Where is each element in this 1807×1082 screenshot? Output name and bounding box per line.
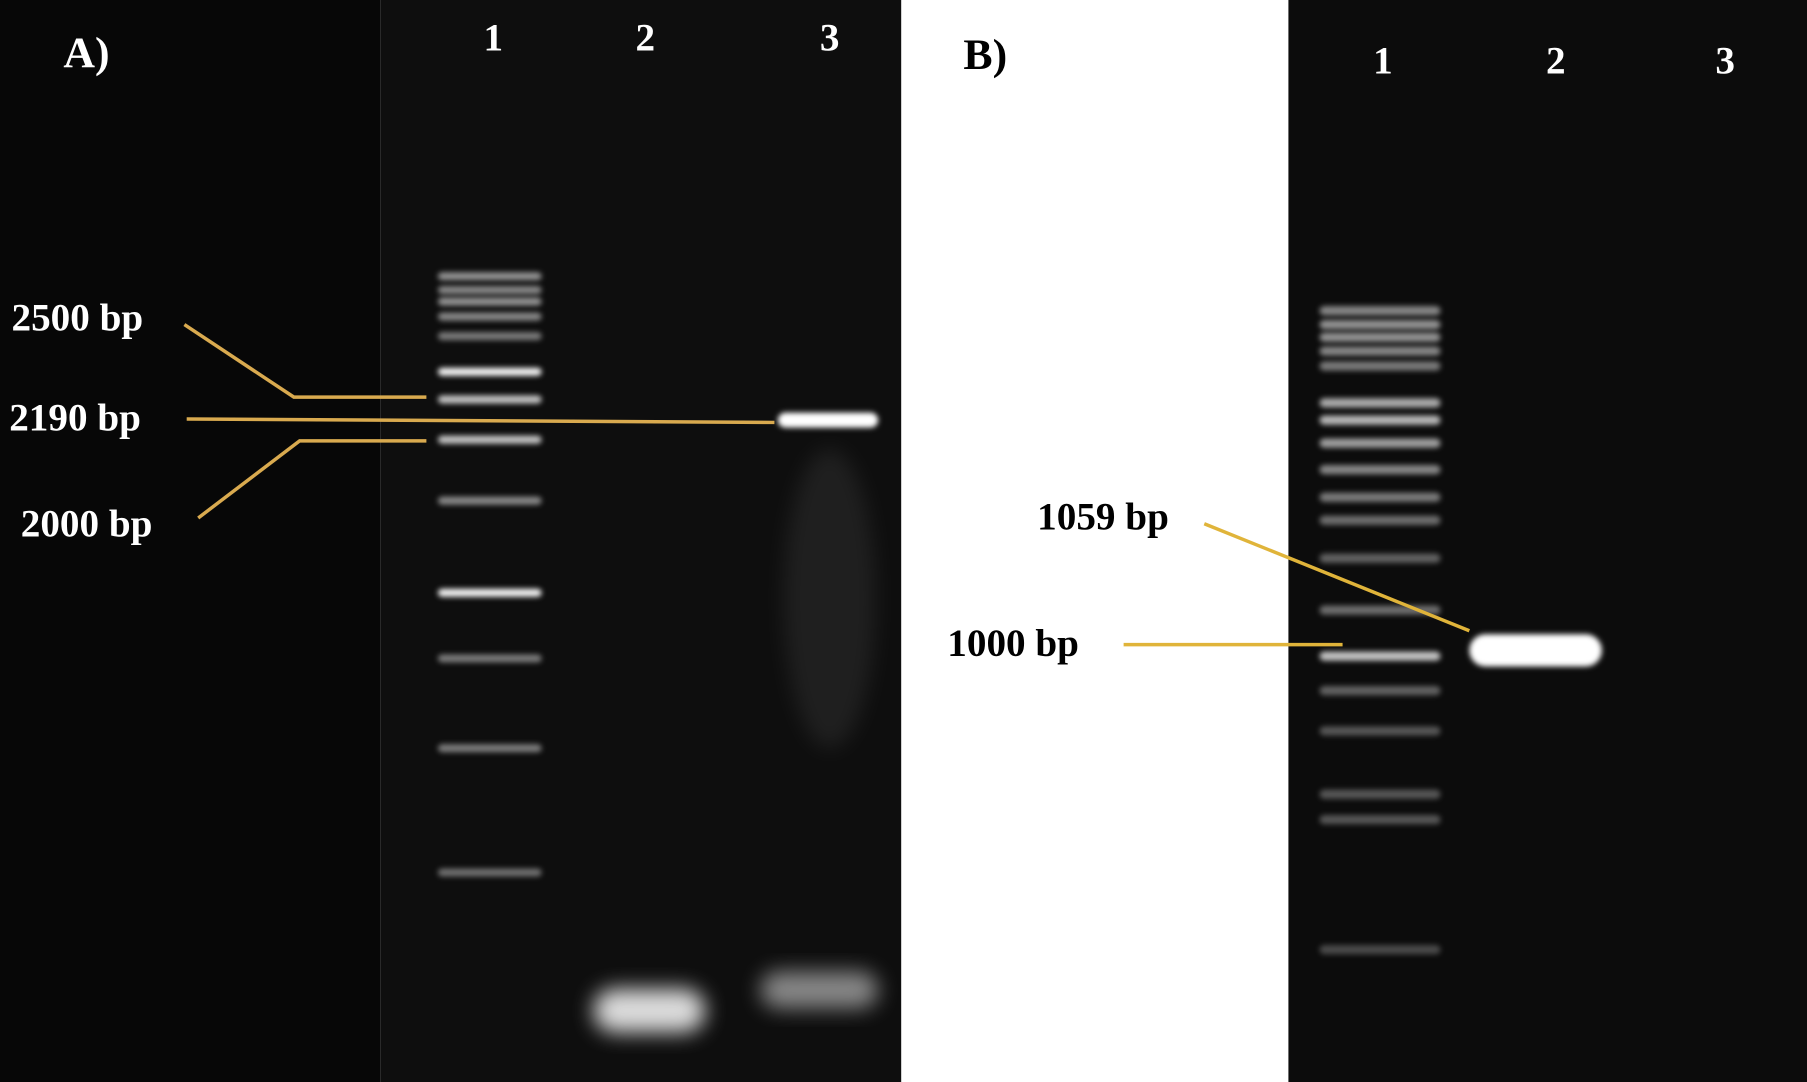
- panel-b-label: B): [963, 31, 1007, 79]
- panel-a-label: A): [63, 29, 109, 77]
- ladder-band: [1319, 319, 1441, 330]
- panel-b-gel: [1288, 0, 1807, 1082]
- primer-dimer-smear: [760, 971, 879, 1009]
- ladder-band: [1319, 945, 1441, 955]
- ladder-band: [437, 496, 542, 505]
- panel-a-bands: [437, 272, 879, 1033]
- ladder-band: [1319, 789, 1441, 799]
- leader-line-2190: [186, 417, 775, 425]
- lane-3-smear: [783, 448, 876, 749]
- sample-band-1059: [1469, 634, 1602, 667]
- panel-b-lane-3-label: 3: [1715, 40, 1735, 83]
- marker-label-2000: 2000 bp: [21, 502, 153, 545]
- ladder-band: [1319, 651, 1441, 661]
- ladder-band: [437, 272, 542, 281]
- panel-b-lane-1-label: 1: [1373, 40, 1393, 83]
- ladder-band: [437, 312, 542, 321]
- ladder-band: [437, 654, 542, 663]
- marker-label-1059: 1059 bp: [1037, 496, 1169, 539]
- ladder-band: [437, 286, 542, 295]
- panel-b-lane-2-label: 2: [1546, 40, 1566, 83]
- leader-line-2000: [197, 439, 427, 520]
- panel-a-lane-1-label: 1: [483, 17, 503, 60]
- ladder-band: [1319, 814, 1441, 825]
- leader-line-2500: [183, 323, 427, 399]
- marker-label-2190: 2190 bp: [9, 397, 141, 440]
- ladder-band: [1319, 415, 1441, 425]
- ladder-band: [1319, 306, 1441, 316]
- ladder-band: [437, 868, 542, 877]
- sample-band-2190: [777, 412, 879, 428]
- ladder-band: [1319, 361, 1441, 371]
- panel-a-lane-2-label: 2: [636, 17, 656, 60]
- leader-line-1059: [1203, 522, 1470, 633]
- ladder-band: [1319, 726, 1441, 736]
- ladder-band: [437, 744, 542, 753]
- ladder-band: [1319, 553, 1441, 563]
- ladder-band: [437, 367, 542, 376]
- ladder-band: [1319, 492, 1441, 502]
- marker-label-1000: 1000 bp: [947, 622, 1079, 665]
- ladder-band: [1319, 332, 1441, 342]
- ladder-band: [437, 297, 542, 306]
- ladder-band: [1319, 465, 1441, 475]
- ladder-band: [1319, 346, 1441, 356]
- marker-label-2500: 2500 bp: [12, 296, 144, 339]
- ladder-band: [1319, 398, 1441, 408]
- ladder-band: [437, 435, 542, 444]
- panel-a-lane-3-label: 3: [820, 17, 840, 60]
- ladder-band: [437, 395, 542, 404]
- ladder-band: [1319, 686, 1441, 696]
- panel-b-bands: [1319, 306, 1602, 955]
- panel-a-gel-left: [0, 0, 381, 1082]
- ladder-band: [437, 588, 542, 597]
- primer-dimer-smear: [593, 988, 706, 1033]
- panel-a: A) 1 2 3 2500 bp 2190 bp 2000 bp: [0, 0, 902, 1082]
- ladder-band: [1319, 438, 1441, 448]
- panel-b: B) 1 2 3 1059 bp 1000 bp: [947, 0, 1807, 1082]
- ladder-band: [1319, 515, 1441, 525]
- ladder-band: [437, 332, 542, 341]
